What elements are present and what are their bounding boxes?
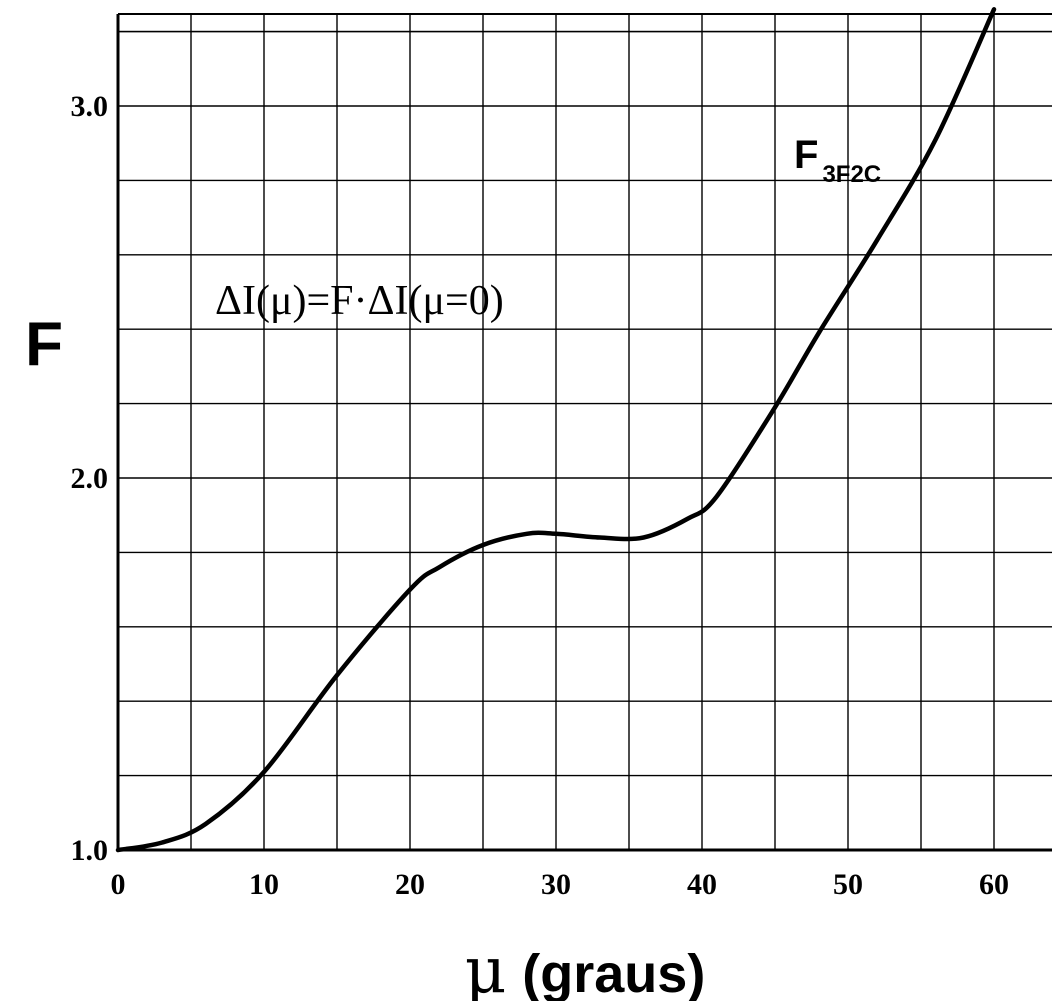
- x-tick-label: 60: [979, 868, 1009, 901]
- x-axis-label-text: (graus): [522, 944, 705, 1001]
- x-tick-label: 50: [833, 868, 863, 901]
- x-tick-label: 30: [541, 868, 571, 901]
- x-axis-label-symbol: μ: [465, 934, 507, 1001]
- grid: [116, 13, 1052, 852]
- x-tick-label: 0: [111, 868, 126, 901]
- x-axis-label: μ (graus): [465, 934, 706, 1001]
- x-tick-label: 20: [395, 868, 425, 901]
- tick-labels: 0 10 20 30 40 50 60 1.0 2.0 3.0: [71, 90, 1010, 901]
- series-label-main: F: [794, 133, 818, 177]
- series-label-sub: 3F2C: [822, 161, 881, 188]
- y-tick-label: 1.0: [71, 834, 109, 867]
- series-line-F3F2C: [115, 7, 997, 853]
- series-label: F 3F2C: [794, 133, 881, 188]
- y-tick-label: 2.0: [71, 462, 109, 495]
- y-axis-label: F: [25, 310, 63, 379]
- x-tick-label: 40: [687, 868, 717, 901]
- formula-annotation: ΔI(μ)=F·ΔI(μ=0): [215, 278, 504, 324]
- x-tick-label: 10: [249, 868, 279, 901]
- y-tick-label: 3.0: [71, 90, 109, 123]
